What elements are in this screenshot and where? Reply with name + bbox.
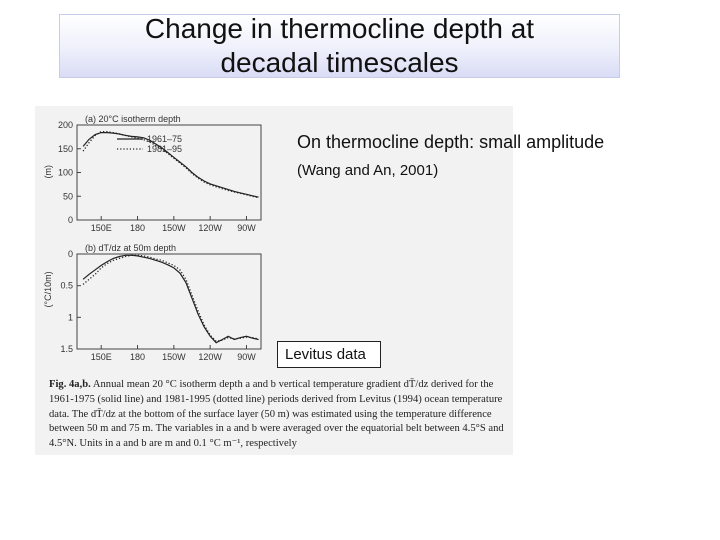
figure-panel: (a) 20°C isotherm depth (m) 0 50 100 150 200 15… [35,106,513,455]
y-tick-label: 200 [58,120,73,130]
y-tick-label: 0 [68,249,73,259]
y-tick-label: 1 [68,312,73,322]
panel-label: (a) 20°C isotherm depth [85,114,181,124]
y-tick-label: 0.5 [60,281,73,291]
x-tick-label: 150E [91,223,112,233]
title-banner [59,14,620,78]
y-tick-label: 100 [58,168,73,178]
x-tick-label: 120W [198,223,222,233]
caption-text: Annual mean 20 °C isotherm depth a and b… [49,379,504,450]
y-tick-label: 150 [58,144,73,154]
y-axis-label: (°C/10m) [43,271,53,307]
x-tick-label: 180 [130,223,145,233]
series-line-solid [82,132,259,198]
slide-title: Change in thermocline depth at decadal t… [144,13,535,78]
legend-label: 1981–95 [147,144,182,154]
series-line-solid [82,254,259,344]
figure-charts: (a) 20°C isotherm depth (m) 0 50 100 150 200 15… [43,114,262,362]
levitus-label-box: Levitus data [277,341,381,368]
x-tick-label: 120W [198,352,222,362]
figure-caption: Fig. 4a,b. Annual mean 20 °C isotherm de… [49,378,509,452]
caption-lead: Fig. 4a,b. [49,379,91,390]
plot-frame [76,253,262,350]
y-tick-label: 1.5 [60,344,73,354]
x-tick-label: 180 [130,352,145,362]
y-axis-label: (m) [43,165,53,179]
series-line-dotted [82,254,259,343]
x-tick-label: 90W [237,352,256,362]
x-tick-label: 90W [237,223,256,233]
legend-label: 1961–75 [147,134,182,144]
note-main: On thermocline depth: small amplitude [297,132,605,152]
x-tick-label: 150E [91,352,112,362]
x-tick-label: 150W [162,223,186,233]
note-reference: (Wang and An, 2001) [297,162,439,179]
panel-label: (b) dT/dz at 50m depth [85,243,176,253]
y-tick-label: 50 [63,191,73,201]
y-tick-label: 0 [68,215,73,225]
x-tick-label: 150W [162,352,186,362]
